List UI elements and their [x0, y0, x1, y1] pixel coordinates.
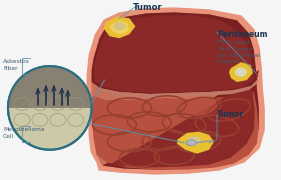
Text: Peritoneum: Peritoneum — [217, 30, 268, 39]
Text: Tumor: Tumor — [217, 110, 244, 119]
Polygon shape — [92, 70, 259, 98]
Ellipse shape — [187, 136, 201, 145]
Text: Tumor: Tumor — [133, 3, 162, 12]
Text: Asbestos
Fiber: Asbestos Fiber — [3, 59, 30, 71]
Ellipse shape — [186, 140, 196, 146]
Polygon shape — [92, 12, 259, 170]
Polygon shape — [92, 92, 259, 170]
Ellipse shape — [145, 98, 183, 114]
Ellipse shape — [110, 100, 148, 116]
Polygon shape — [92, 12, 259, 170]
Polygon shape — [94, 15, 255, 168]
Circle shape — [8, 66, 92, 150]
Polygon shape — [229, 62, 253, 82]
Ellipse shape — [180, 99, 218, 116]
Ellipse shape — [114, 22, 125, 30]
Polygon shape — [177, 132, 214, 154]
Ellipse shape — [235, 68, 247, 76]
Text: (Thin Layer
That Covers
the Abdominal
Organs): (Thin Layer That Covers the Abdominal Or… — [217, 40, 260, 64]
Polygon shape — [103, 16, 135, 38]
Wedge shape — [8, 66, 92, 108]
Text: Mesothelioma
Cell: Mesothelioma Cell — [3, 127, 44, 139]
Polygon shape — [110, 20, 130, 34]
Polygon shape — [88, 8, 264, 174]
